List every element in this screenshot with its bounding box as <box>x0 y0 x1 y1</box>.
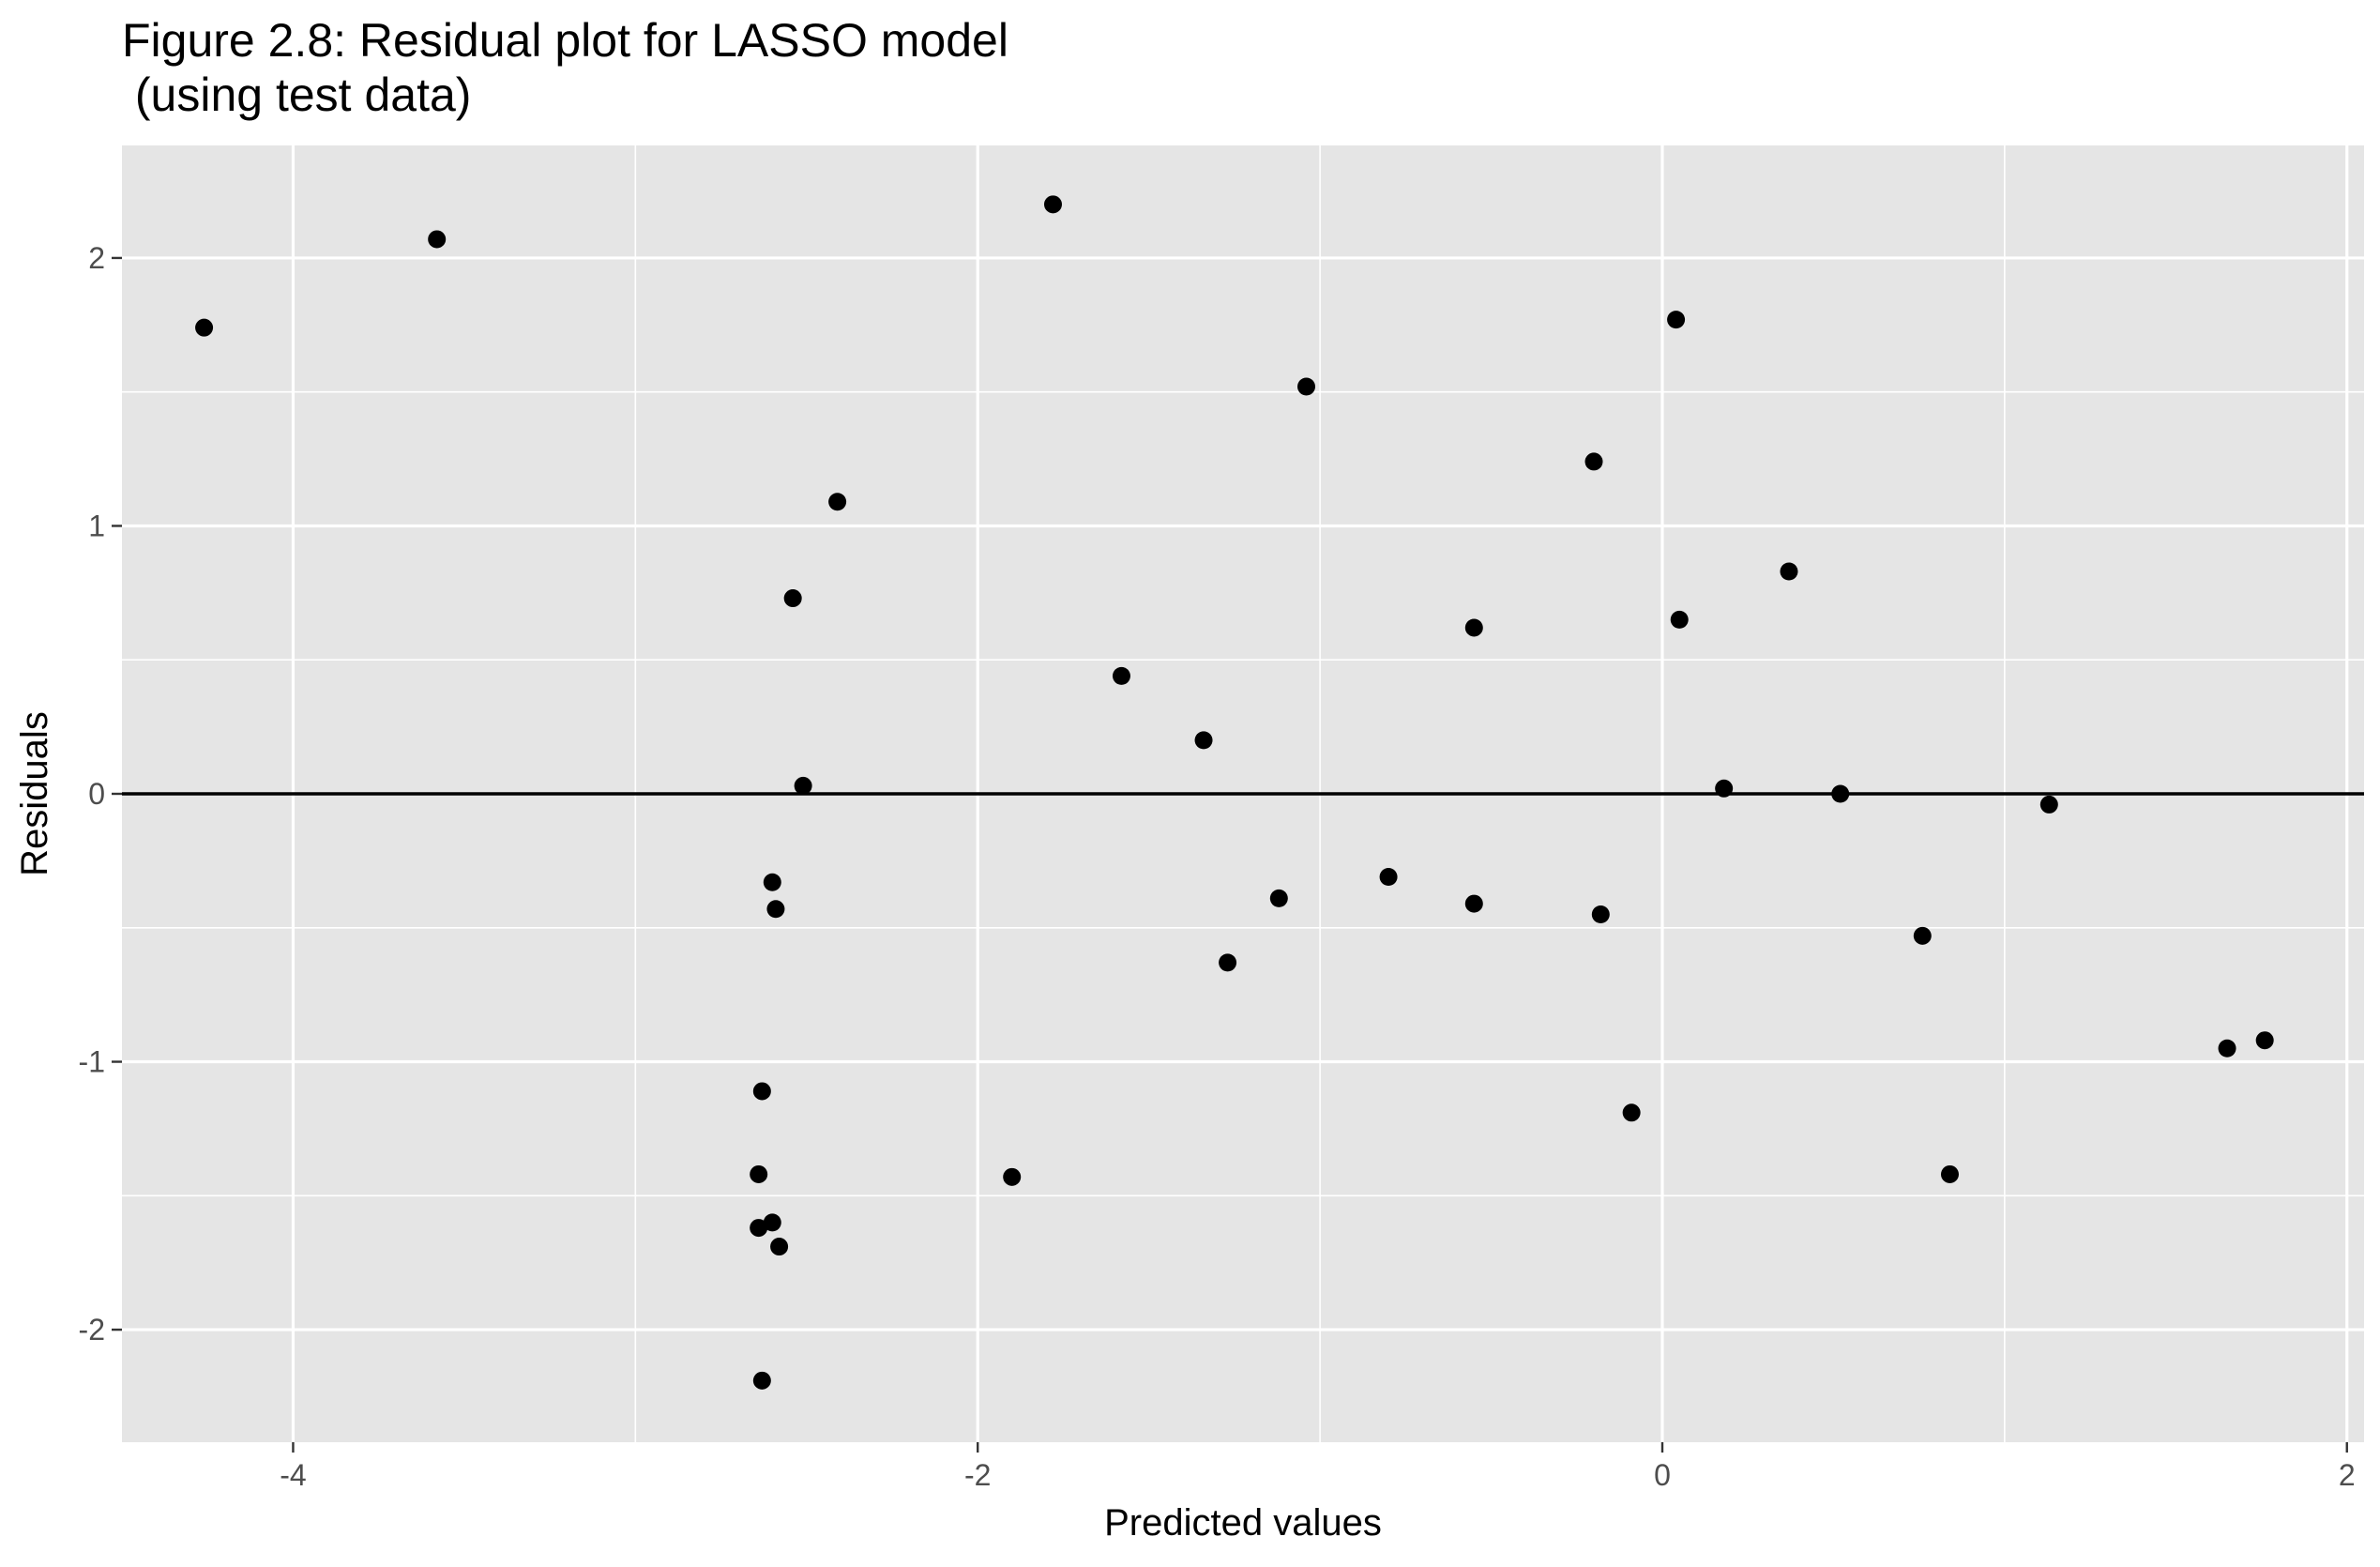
data-point <box>1715 779 1734 798</box>
chart-title-block: Figure 2.8: Residual plot for LASSO mode… <box>122 13 1008 122</box>
data-point <box>1913 926 1932 945</box>
data-point <box>828 493 847 511</box>
x-tick-label: 0 <box>1654 1458 1671 1492</box>
data-point <box>1464 618 1483 637</box>
data-point <box>750 1219 768 1238</box>
y-tick-label: 1 <box>88 509 105 542</box>
chart-subtitle: (using test data) <box>122 68 472 121</box>
data-point <box>1940 1164 1959 1183</box>
data-point <box>766 900 785 919</box>
y-tick-label: 2 <box>88 241 105 275</box>
data-point <box>752 1371 771 1390</box>
data-point <box>1584 452 1603 471</box>
data-point <box>1591 905 1610 923</box>
data-point <box>2218 1039 2236 1057</box>
data-point <box>1219 953 1237 972</box>
x-tick-label: -4 <box>280 1458 306 1492</box>
y-tick-label: -1 <box>79 1045 105 1079</box>
data-point <box>195 318 214 337</box>
y-axis-ticks: -2 -1 0 1 2 <box>79 241 122 1346</box>
data-point <box>428 230 447 249</box>
data-point <box>1464 894 1483 913</box>
data-point <box>750 1164 768 1183</box>
y-axis-title: Residuals <box>14 711 55 876</box>
data-point <box>1379 868 1398 887</box>
y-tick-label: 0 <box>88 777 105 811</box>
data-point <box>1780 562 1798 581</box>
x-axis-ticks: -4 -2 0 2 <box>280 1442 2356 1492</box>
data-point <box>1003 1167 1022 1186</box>
data-point <box>1670 610 1689 629</box>
data-point <box>763 1213 781 1232</box>
data-point <box>752 1082 771 1101</box>
data-point <box>1831 784 1850 803</box>
data-point <box>770 1238 789 1256</box>
data-point <box>2039 795 2058 814</box>
x-tick-label: -2 <box>964 1458 991 1492</box>
data-point <box>794 776 812 795</box>
data-points <box>195 195 2274 1390</box>
data-point <box>783 589 802 608</box>
x-axis-title: Predicted values <box>1104 1502 1382 1544</box>
data-point <box>763 873 781 891</box>
data-point <box>1269 889 1288 907</box>
data-point <box>1297 377 1316 396</box>
chart-title: Figure 2.8: Residual plot for LASSO mode… <box>122 14 1008 67</box>
data-point <box>1667 311 1686 329</box>
y-tick-label: -2 <box>79 1313 105 1346</box>
data-point <box>2255 1031 2274 1050</box>
data-point <box>1112 666 1130 685</box>
data-point <box>1194 731 1213 750</box>
data-point <box>1043 195 1062 214</box>
x-tick-label: 2 <box>2339 1458 2356 1492</box>
data-point <box>1622 1103 1641 1122</box>
